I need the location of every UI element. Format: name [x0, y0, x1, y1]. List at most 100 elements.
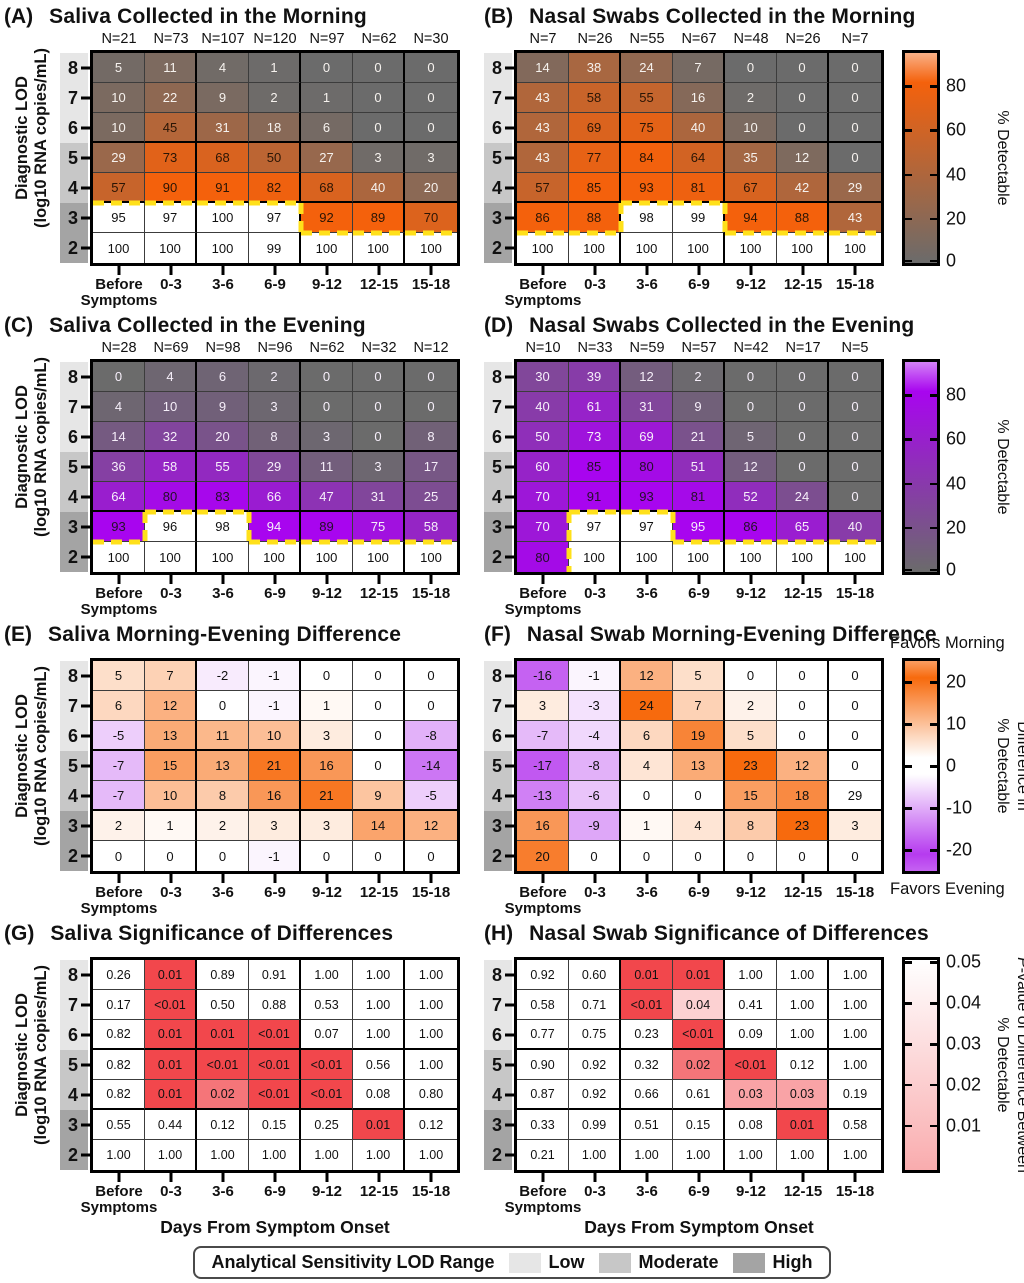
lod-band-cell: 6: [60, 422, 90, 452]
colorbar-tick: [930, 526, 937, 530]
y-tick: [81, 1093, 90, 1097]
col-label: 15-18: [411, 276, 451, 293]
lod-band-cell: 2: [484, 233, 514, 263]
heatmap-cell: 83: [197, 482, 249, 512]
heatmap-cell: 0: [725, 392, 777, 422]
heatmap-cell: 0: [353, 53, 405, 83]
heatmap-cell: 43: [829, 203, 881, 233]
row-label: 8: [67, 366, 78, 387]
heatmap-cell: 0: [829, 362, 881, 392]
heatmap-cell: 0: [829, 422, 881, 452]
x-tick-row: [484, 1173, 884, 1182]
heatmap-cell: 0: [405, 691, 457, 721]
x-tick: [853, 1173, 857, 1182]
heatmap-cell: 7: [673, 691, 725, 721]
heatmap-cell: 100: [301, 233, 353, 263]
heatmap-cell: 73: [145, 143, 197, 173]
heatmap-cell: 86: [725, 512, 777, 542]
row-label: 8: [67, 964, 78, 985]
colorbar-tick: [930, 723, 937, 726]
heatmap-cell: 3: [249, 392, 301, 422]
lod-band-cell: 7: [60, 990, 90, 1020]
heatmap-cell: 29: [829, 173, 881, 203]
x-tick: [325, 1173, 329, 1182]
x-tick: [221, 575, 225, 584]
y-tick: [81, 405, 90, 409]
heatmap-cell: 1.00: [777, 1140, 829, 1170]
heatmap-cell: 0.01: [145, 1050, 197, 1080]
row-label: 6: [491, 426, 502, 447]
x-tick: [541, 266, 545, 275]
n-count-label: N=67: [681, 31, 717, 47]
lod-band-cell: 8: [484, 362, 514, 392]
y-axis-label-line: Diagnostic LOD: [13, 76, 31, 200]
heatmap-cell: 1.00: [405, 960, 457, 990]
heatmap-cell: 11: [145, 53, 197, 83]
heatmap-cell: 1.00: [353, 1140, 405, 1170]
y-axis-label-line: (log10 RNA copies/mL): [32, 48, 50, 228]
row-label: 7: [67, 994, 78, 1015]
col-label: 9-12: [311, 276, 343, 293]
heatmap-cell: 99: [249, 233, 301, 263]
x-tick: [169, 874, 173, 883]
lod-band-cell: 5: [60, 143, 90, 173]
colorbar-axis-label-line: Difference in: [1014, 721, 1024, 811]
col-label: 9-12: [311, 884, 343, 901]
heatmap-cell: 95: [673, 512, 725, 542]
row-label: 4: [67, 486, 78, 507]
colorbar-tick: [930, 765, 937, 768]
heatmap-cell: 80: [517, 542, 569, 572]
colorbar-axis-label-line: % Detectable: [994, 718, 1011, 814]
y-tick: [505, 186, 514, 190]
heatmap-cell: 93: [621, 173, 673, 203]
heatmap-cell: 0.01: [145, 1080, 197, 1110]
heatmap-cell: 0: [353, 691, 405, 721]
heatmap-cell: 67: [725, 173, 777, 203]
row-label: 2: [491, 845, 502, 866]
n-count-label: N=96: [257, 340, 293, 356]
heatmap-cell: 100: [777, 233, 829, 263]
heatmap-cell: 0.01: [621, 960, 673, 990]
colorbar-tick: [905, 765, 912, 768]
lod-range-band: 8 7 6 5 4 3 2: [60, 53, 90, 263]
heatmap-cell: -1: [249, 691, 301, 721]
heatmap-cell: 77: [569, 143, 621, 173]
heatmap-cell: 1.00: [405, 990, 457, 1020]
heatmap-cell: 0: [405, 53, 457, 83]
panel-title-text: Saliva Significance of Differences: [50, 922, 394, 945]
heatmap-cell: 97: [249, 203, 301, 233]
x-tick: [377, 575, 381, 584]
lod-range-band: 8 7 6 5 4 3 2: [60, 960, 90, 1170]
row-label: 3: [491, 815, 502, 836]
heatmap-cell: 81: [673, 173, 725, 203]
n-count-label: N=7: [529, 31, 557, 47]
x-tick-labels: Before Symptoms 0-3 3-6 6-9 9-12 12-15 15-18: [60, 584, 460, 618]
col-label: 0-3: [160, 1183, 182, 1200]
heatmap-cell: 16: [673, 83, 725, 113]
heatmap-cell: 3: [829, 811, 881, 841]
low-swatch: [508, 1252, 541, 1273]
x-axis-title: Days From Symptom Onset: [160, 1217, 390, 1237]
colorbar-tick-label: 60: [946, 428, 967, 449]
row-label: 5: [67, 755, 78, 776]
heatmap-cell: 12: [777, 751, 829, 781]
heatmap-cell: 10: [249, 721, 301, 751]
row-label: 5: [491, 755, 502, 776]
panel-title: (B) Nasal Swabs Collected in the Morning: [484, 4, 1024, 30]
heatmap-cell: 31: [353, 482, 405, 512]
n-count-label: N=69: [153, 340, 189, 356]
heatmap-cell: 0: [301, 53, 353, 83]
row-label: 3: [491, 1114, 502, 1135]
heatmap-cell: 70: [517, 482, 569, 512]
row-label: 6: [67, 117, 78, 138]
col-label: 9-12: [735, 276, 767, 293]
col-label: 6-9: [264, 276, 286, 293]
heatmap-cell: 100: [301, 542, 353, 572]
x-tick: [429, 266, 433, 275]
heatmap-cell: 14: [517, 53, 569, 83]
x-tick: [801, 266, 805, 275]
legend-item-low: Low: [508, 1252, 585, 1273]
heatmap-cell: 24: [621, 691, 673, 721]
lod-band-cell: 7: [60, 691, 90, 721]
heatmap-cell: 0.92: [569, 1050, 621, 1080]
